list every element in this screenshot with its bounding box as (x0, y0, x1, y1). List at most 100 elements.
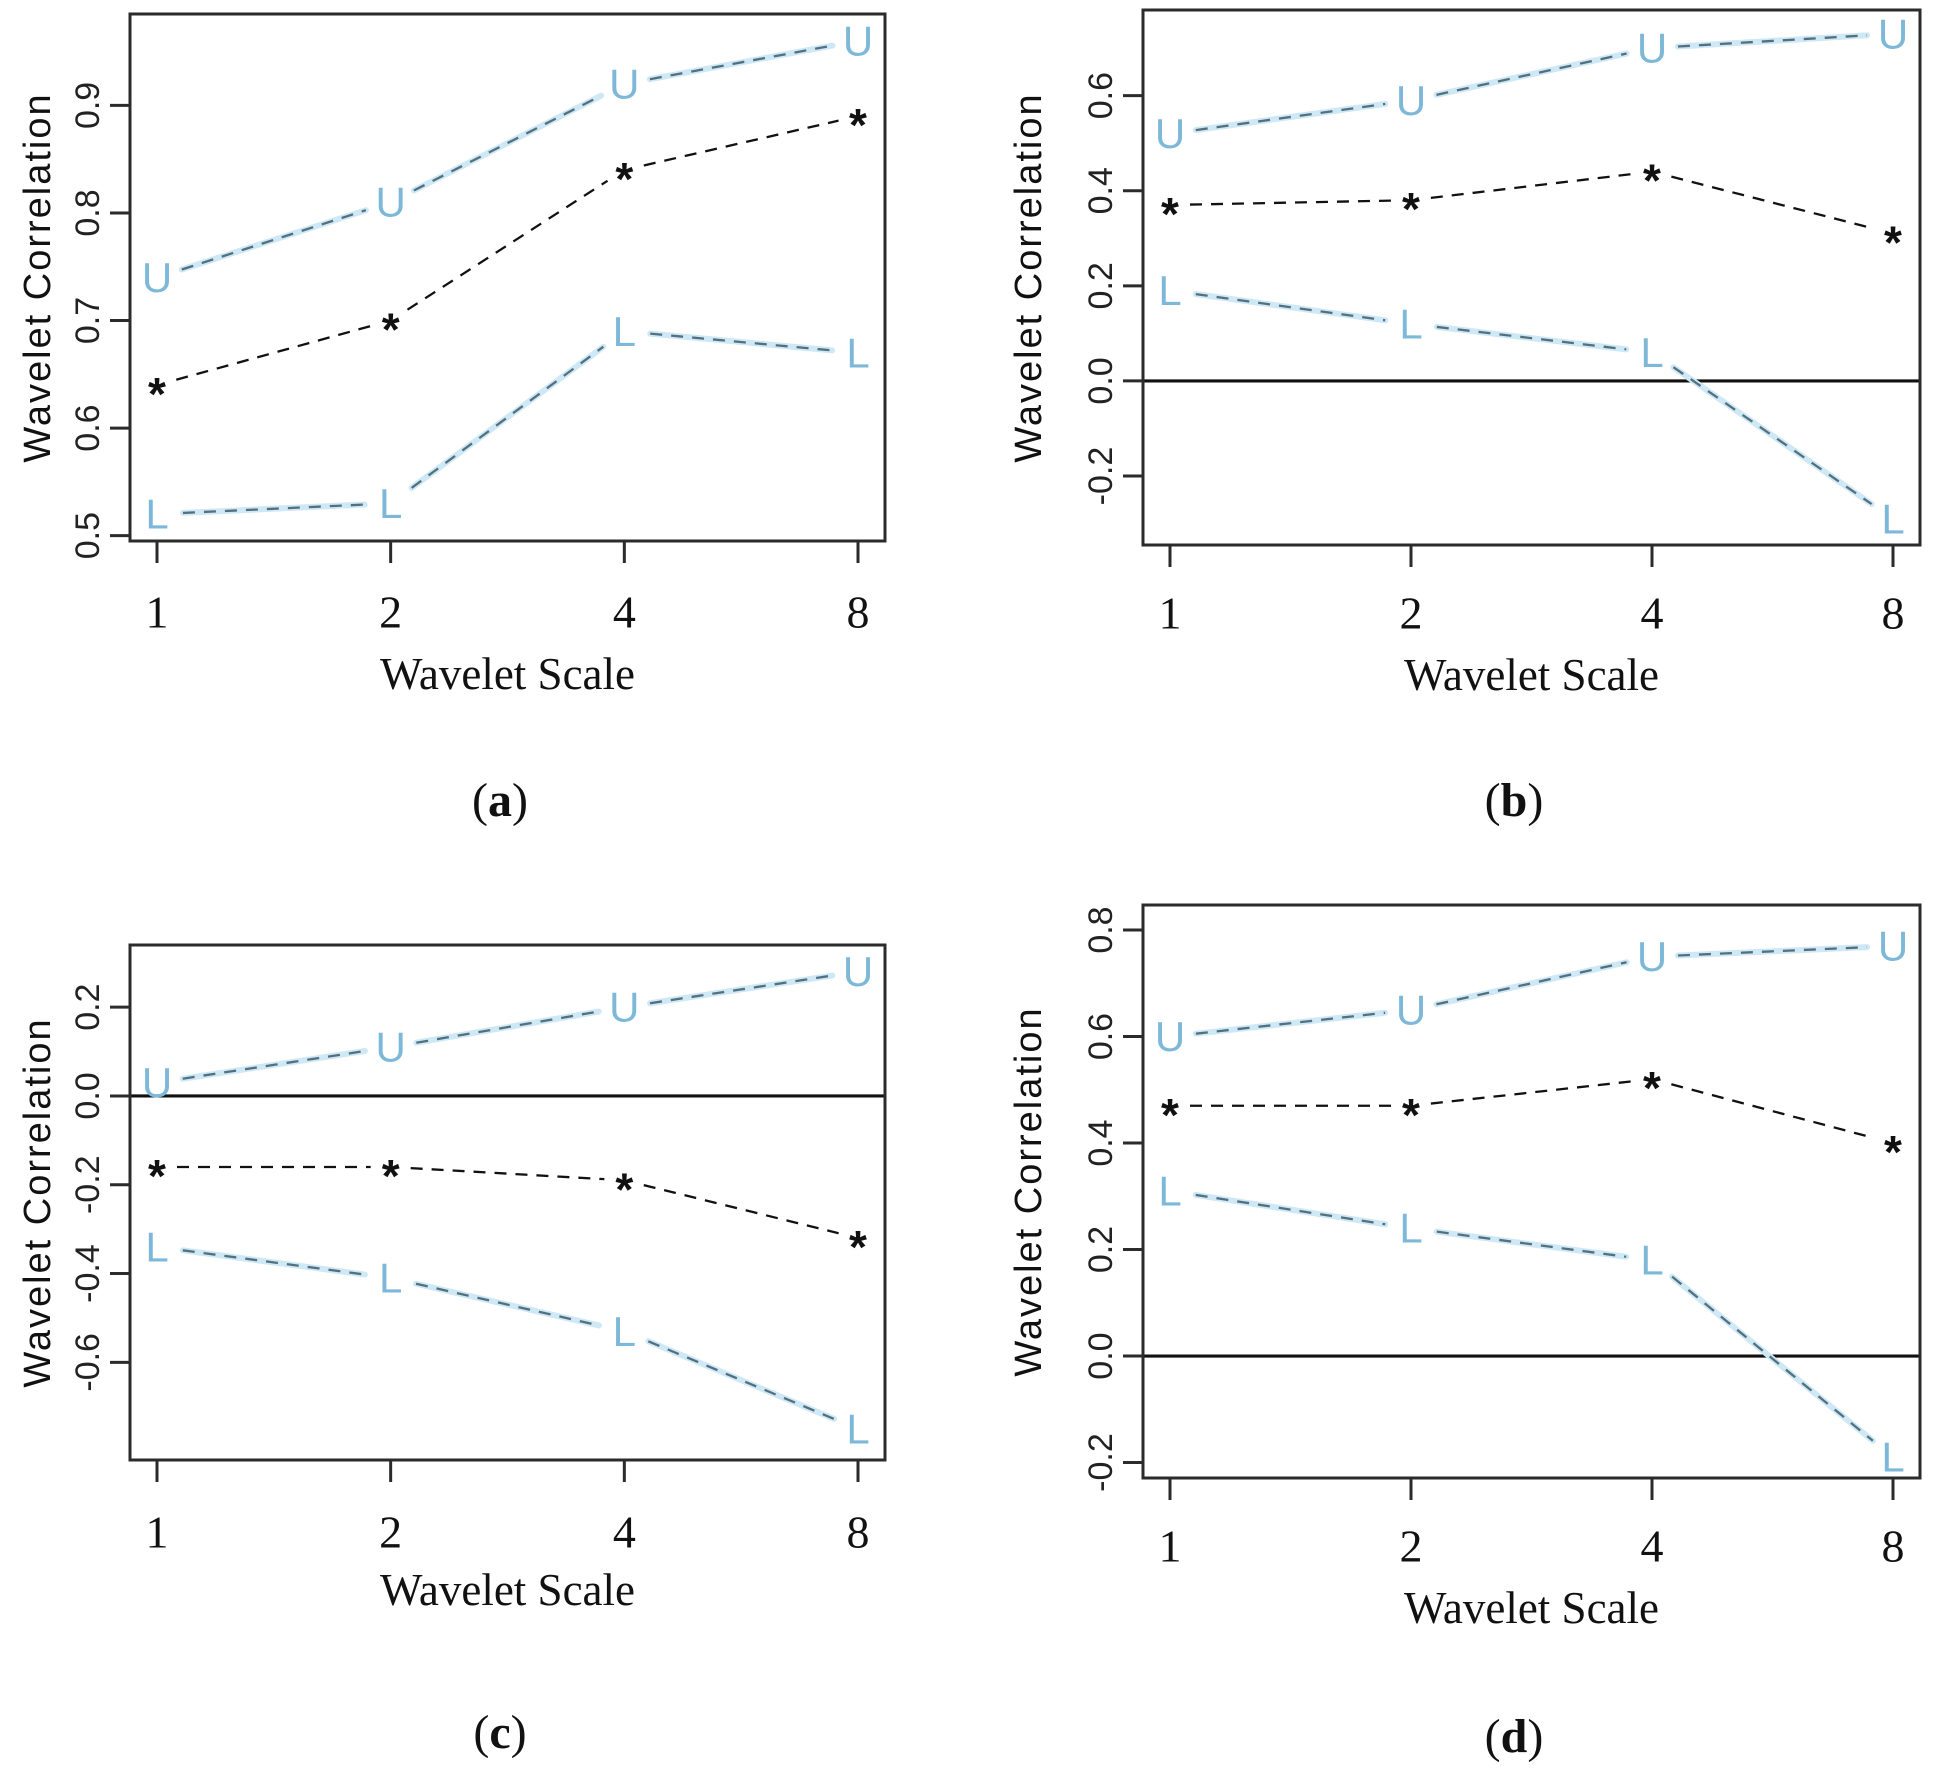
upper-ci-line (1436, 52, 1627, 96)
x-axis-title: Wavelet Scale (380, 649, 635, 699)
estimate-line (1671, 175, 1874, 230)
upper-ci-line (1436, 961, 1627, 1006)
plot-box (128, 943, 887, 1462)
panel-c: -0.6 -0.4 -0.2 0.0 0.2 1 2 4 8 U U U U * * * * L L L L Wavele… (0, 884, 969, 1768)
estimate-line (1430, 172, 1633, 200)
x-tick-label: 1 (146, 1507, 169, 1558)
upper-ci-line (1677, 34, 1868, 48)
y-axis-title: Wavelet Correlation (1008, 1006, 1050, 1376)
y-tick-label: -0.6 (69, 1333, 107, 1392)
estimate-marker: * (382, 1150, 400, 1202)
estimate-line (1189, 199, 1392, 206)
y-tick-label: 0.8 (69, 189, 107, 236)
x-axis-title: Wavelet Scale (1404, 1583, 1659, 1633)
panel-d: -0.2 0.0 0.2 0.4 0.6 0.8 1 2 4 8 U U U U * * * * L L L L Wavel… (969, 884, 1938, 1768)
estimate-line (1671, 1083, 1874, 1140)
estimate-marker: * (1643, 155, 1661, 207)
upper-marker: U (375, 1024, 405, 1071)
upper-marker: U (1396, 77, 1426, 124)
estimate-line (643, 1183, 839, 1235)
y-axis-title: Wavelet Correlation (17, 92, 59, 462)
plot-box (128, 12, 887, 543)
upper-ci-line (1677, 946, 1868, 957)
panel-caption: (d) (1485, 1710, 1544, 1763)
y-tick-label: -0.4 (69, 1244, 107, 1303)
upper-ci-line (413, 94, 602, 192)
x-tick-label: 1 (1159, 1521, 1182, 1572)
y-axis-title: Wavelet Correlation (1008, 92, 1050, 462)
lower-marker: L (613, 1308, 636, 1355)
lower-marker: L (1881, 495, 1904, 542)
lower-ci-line (415, 1282, 600, 1327)
y-tick-label: 0.4 (1082, 1119, 1120, 1166)
upper-marker: U (142, 1059, 172, 1106)
panel-caption: (a) (472, 774, 528, 827)
upper-ci-line (1195, 1011, 1386, 1035)
lower-ci-line (1671, 1275, 1874, 1442)
lower-marker: L (613, 308, 636, 355)
lower-marker: L (1158, 1167, 1181, 1214)
estimate-marker: * (1161, 188, 1179, 240)
lower-marker: L (379, 1254, 402, 1301)
estimate-marker: * (1884, 217, 1902, 269)
estimate-marker: * (615, 153, 633, 205)
y-tick-label: 0.6 (1082, 1013, 1120, 1060)
x-tick-label: 2 (1400, 1521, 1423, 1572)
y-tick-label: 0.5 (69, 512, 107, 559)
estimate-line (643, 119, 839, 167)
lower-marker: L (846, 329, 869, 376)
x-tick-label: 8 (847, 587, 870, 638)
upper-marker: U (843, 948, 873, 995)
x-tick-label: 8 (847, 1507, 870, 1558)
x-axis-title: Wavelet Scale (1404, 650, 1659, 700)
upper-marker: U (1878, 923, 1908, 970)
lower-marker: L (145, 491, 168, 538)
x-tick-label: 1 (1159, 588, 1182, 639)
ci-line-halo (1670, 364, 1875, 508)
y-tick-label: 0.0 (69, 1072, 107, 1119)
y-tick-label: 0.7 (69, 297, 107, 344)
y-axis-title: Wavelet Correlation (17, 1017, 59, 1387)
estimate-line (410, 1166, 605, 1181)
upper-marker: U (375, 179, 405, 226)
estimate-line (1430, 1080, 1633, 1105)
x-tick-label: 8 (1882, 588, 1905, 639)
y-tick-label: 0.6 (69, 404, 107, 451)
lower-ci-line (1672, 366, 1873, 506)
panel-a: 0.5 0.6 0.7 0.8 0.9 1 2 4 8 U U U U * * * * L L L L Wavelet C… (0, 0, 969, 884)
lower-ci-line (182, 503, 365, 515)
panel-b: -0.2 0.0 0.2 0.4 0.6 1 2 4 8 U U U U * * * * L L L L Wavelet … (969, 0, 1938, 884)
upper-marker: U (1155, 1013, 1185, 1060)
estimate-marker: * (148, 368, 166, 420)
x-tick-label: 4 (1641, 1521, 1664, 1572)
y-tick-label: 0.9 (69, 82, 107, 129)
upper-ci-line (649, 44, 833, 81)
y-tick-label: 0.6 (1082, 72, 1120, 119)
y-tick-label: 0.2 (69, 984, 107, 1031)
estimate-marker: * (382, 304, 400, 356)
y-tick-label: -0.2 (69, 1155, 107, 1214)
upper-marker: U (1637, 25, 1667, 72)
x-axis-title: Wavelet Scale (380, 1565, 635, 1615)
estimate-marker: * (849, 1221, 867, 1273)
upper-ci-line (182, 1049, 366, 1080)
estimate-marker: * (615, 1163, 633, 1215)
estimate-marker: * (849, 99, 867, 151)
estimate-marker: * (1402, 183, 1420, 235)
upper-ci-line (416, 1010, 599, 1044)
lower-marker: L (1640, 329, 1663, 376)
estimate-line (406, 179, 609, 311)
estimate-marker: * (1402, 1089, 1420, 1141)
lower-ci-line (1195, 292, 1386, 322)
y-tick-label: -0.2 (1082, 1433, 1120, 1492)
lower-ci-line (650, 332, 833, 352)
x-tick-label: 8 (1882, 1521, 1905, 1572)
upper-marker: U (609, 60, 639, 107)
upper-marker: U (142, 254, 172, 301)
upper-marker: U (1878, 10, 1908, 57)
upper-marker: U (609, 984, 639, 1031)
x-tick-label: 4 (613, 587, 636, 638)
x-tick-label: 2 (1400, 588, 1423, 639)
x-tick-label: 2 (379, 587, 402, 638)
